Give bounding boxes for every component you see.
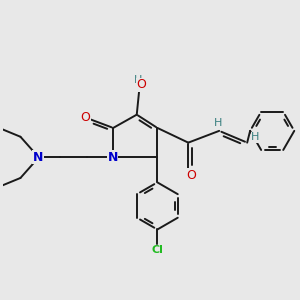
Text: N: N (107, 151, 118, 164)
Text: H: H (214, 118, 222, 128)
Text: H: H (134, 75, 142, 85)
Text: N: N (33, 151, 43, 164)
Text: H: H (251, 132, 260, 142)
Text: O: O (186, 169, 196, 182)
Text: O: O (136, 78, 146, 91)
Text: O: O (80, 111, 90, 124)
Text: Cl: Cl (152, 245, 163, 255)
